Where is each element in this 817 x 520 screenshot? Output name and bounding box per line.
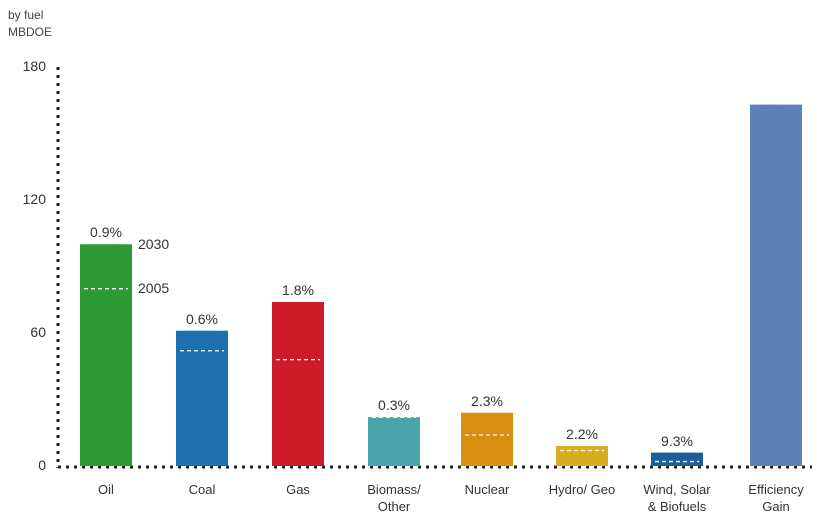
bar-shade: [272, 301, 324, 466]
bar-shade: [651, 452, 703, 466]
growth-rate-label: 2.3%: [471, 392, 503, 409]
unit-label-line2: MBDOE: [8, 25, 53, 39]
category-label: Efficiency Gain: [748, 482, 804, 514]
bar-shade: [368, 417, 420, 466]
growth-rate-label: 2.2%: [566, 426, 598, 443]
bar-shade: [750, 104, 802, 466]
growth-rate-label: 1.8%: [282, 281, 314, 298]
bar-shade: [461, 412, 513, 466]
bar-shade: [556, 446, 608, 466]
y-tick-label: 60: [30, 324, 46, 340]
category-label: Oil: [98, 482, 114, 497]
annotation-2005: 2005: [138, 279, 170, 296]
growth-rate-label: 0.6%: [186, 310, 218, 327]
growth-rate-label: 0.9%: [90, 224, 122, 241]
bar-shade: [80, 244, 132, 466]
y-tick-label: 180: [22, 58, 46, 74]
unit-label-line1: by fuel: [8, 8, 44, 22]
category-label: Hydro/ Geo: [548, 482, 616, 497]
growth-rate-label: 9.3%: [661, 432, 693, 449]
y-tick-label: 120: [22, 191, 46, 207]
growth-rate-label: 0.3%: [378, 397, 410, 414]
category-label: Gas: [286, 482, 310, 497]
category-label: Coal: [188, 482, 216, 497]
bar-shade: [176, 330, 228, 466]
category-label: Wind, Solar & Biofuels: [643, 482, 711, 514]
category-label: Biomass/ Other: [367, 482, 421, 514]
category-label: Nuclear: [464, 482, 510, 497]
y-tick-label: 0: [38, 457, 46, 473]
annotation-2030: 2030: [138, 236, 170, 253]
